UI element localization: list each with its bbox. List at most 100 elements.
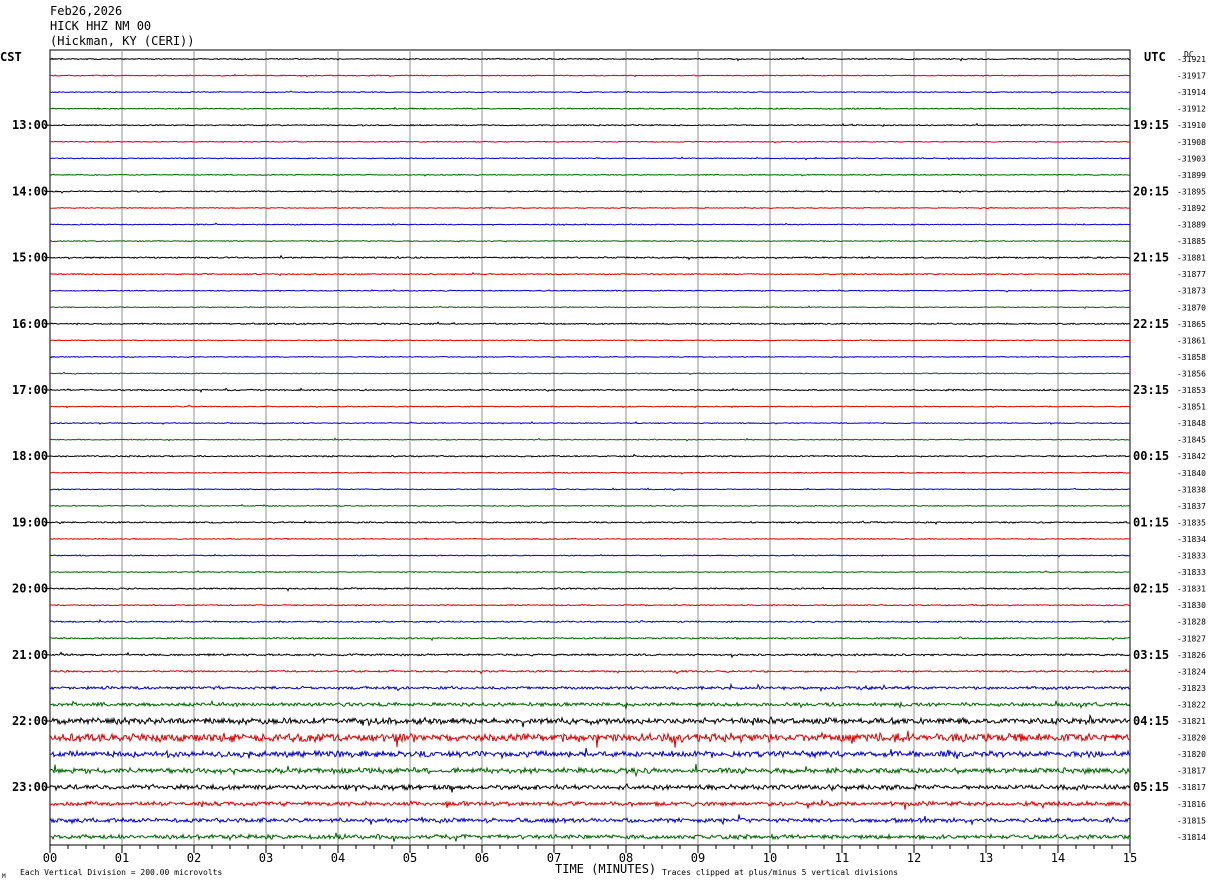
dc-offset-label-42: -31820 bbox=[1177, 750, 1206, 759]
dc-offset-label-34: -31828 bbox=[1177, 618, 1206, 627]
trace-line-21 bbox=[49, 404, 1131, 409]
trace-line-35 bbox=[49, 636, 1131, 642]
x-tick-label-05: 05 bbox=[403, 851, 417, 865]
trace-line-32 bbox=[49, 586, 1131, 592]
trace-line-38 bbox=[49, 682, 1131, 693]
right-hour-label-8: 03:15 bbox=[1133, 648, 1169, 662]
left-hour-label-10: 23:00 bbox=[12, 780, 48, 794]
trace-line-31 bbox=[49, 570, 1131, 574]
dc-offset-label-41: -31820 bbox=[1177, 734, 1206, 743]
dc-offset-label-31: -31833 bbox=[1177, 568, 1206, 577]
dc-offset-label-37: -31824 bbox=[1177, 667, 1206, 676]
trace-line-22 bbox=[49, 421, 1131, 425]
dc-offset-label-15: -31870 bbox=[1177, 303, 1206, 312]
trace-line-2 bbox=[49, 90, 1131, 94]
left-hour-label-9: 22:00 bbox=[12, 714, 48, 728]
location-label: (Hickman, KY (CERI)) bbox=[50, 34, 195, 48]
dc-offset-label-35: -31827 bbox=[1177, 634, 1206, 643]
right-hour-label-10: 05:15 bbox=[1133, 780, 1169, 794]
trace-line-29 bbox=[49, 537, 1131, 541]
dc-offset-label-29: -31834 bbox=[1177, 535, 1206, 544]
trace-line-0 bbox=[49, 56, 1131, 62]
trace-line-1 bbox=[49, 73, 1131, 78]
trace-line-14 bbox=[49, 288, 1131, 293]
left-hour-label-7: 20:00 bbox=[12, 582, 48, 596]
trace-line-28 bbox=[49, 520, 1131, 526]
dc-offset-label-44: -31817 bbox=[1177, 783, 1206, 792]
right-hour-label-3: 22:15 bbox=[1133, 317, 1169, 331]
trace-line-5 bbox=[49, 140, 1131, 144]
right-timezone-label: UTC bbox=[1144, 50, 1166, 64]
dc-offset-label-21: -31851 bbox=[1177, 403, 1206, 412]
dc-offset-label-23: -31845 bbox=[1177, 436, 1206, 445]
trace-line-36 bbox=[49, 651, 1131, 659]
dc-offset-label-12: -31881 bbox=[1177, 254, 1206, 263]
corner-mark: M bbox=[2, 873, 6, 880]
x-tick-label-01: 01 bbox=[115, 851, 129, 865]
trace-line-10 bbox=[49, 222, 1131, 227]
left-hour-label-4: 17:00 bbox=[12, 383, 48, 397]
x-tick-label-11: 11 bbox=[835, 851, 849, 865]
x-axis-title: TIME (MINUTES) bbox=[555, 862, 656, 876]
dc-offset-label-28: -31835 bbox=[1177, 518, 1206, 527]
dc-offset-label-26: -31838 bbox=[1177, 485, 1206, 494]
vertical-division-note: Each Vertical Division = 200.00 microvol… bbox=[20, 868, 222, 877]
trace-line-8 bbox=[49, 189, 1131, 194]
trace-line-23 bbox=[49, 437, 1131, 442]
dc-offset-label-17: -31861 bbox=[1177, 336, 1206, 345]
dc-offset-label-43: -31817 bbox=[1177, 767, 1206, 776]
left-hour-labels: 13:00 14:00 15:00 16:00 17:00 18:00 19:00 20:00… bbox=[12, 118, 50, 794]
trace-line-11 bbox=[49, 239, 1131, 243]
left-hour-label-0: 13:00 bbox=[12, 118, 48, 132]
dc-offset-label-24: -31842 bbox=[1177, 452, 1206, 461]
x-tick-label-02: 02 bbox=[187, 851, 201, 865]
trace-line-18 bbox=[49, 355, 1131, 359]
right-hour-label-5: 00:15 bbox=[1133, 449, 1169, 463]
trace-line-7 bbox=[49, 173, 1131, 177]
trace-line-4 bbox=[49, 122, 1131, 128]
dc-offset-label-27: -31837 bbox=[1177, 502, 1206, 511]
trace-line-6 bbox=[49, 156, 1130, 161]
dc-offset-label-40: -31821 bbox=[1177, 717, 1206, 726]
dc-label: DC bbox=[1184, 50, 1194, 59]
left-hour-label-5: 18:00 bbox=[12, 449, 48, 463]
minute-grid bbox=[121, 50, 1059, 845]
dc-offset-label-46: -31815 bbox=[1177, 816, 1206, 825]
x-tick-label-00: 00 bbox=[43, 851, 57, 865]
dc-offset-label-36: -31826 bbox=[1177, 651, 1206, 660]
x-tick-label-14: 14 bbox=[1051, 851, 1065, 865]
left-hour-label-3: 16:00 bbox=[12, 317, 48, 331]
dc-offset-label-14: -31873 bbox=[1177, 287, 1206, 296]
dc-offset-label-8: -31895 bbox=[1177, 187, 1206, 196]
dc-offset-labels: -31921 -31917 -31914 -31912 -31910 -31908 -319… bbox=[1177, 55, 1206, 842]
right-hour-label-2: 21:15 bbox=[1133, 251, 1169, 265]
trace-line-39 bbox=[49, 699, 1131, 710]
trace-line-43 bbox=[49, 763, 1131, 778]
left-hour-label-6: 19:00 bbox=[12, 515, 48, 529]
x-tick-label-12: 12 bbox=[907, 851, 921, 865]
trace-line-17 bbox=[49, 339, 1131, 342]
trace-line-33 bbox=[49, 603, 1131, 607]
dc-offset-label-25: -31840 bbox=[1177, 469, 1206, 478]
dc-offset-label-13: -31877 bbox=[1177, 270, 1206, 279]
trace-line-34 bbox=[49, 618, 1131, 624]
right-hour-label-6: 01:15 bbox=[1133, 515, 1169, 529]
trace-line-41 bbox=[49, 730, 1131, 748]
trace-line-25 bbox=[49, 471, 1131, 475]
x-tick-label-06: 06 bbox=[475, 851, 489, 865]
x-tick-label-10: 10 bbox=[763, 851, 777, 865]
right-hour-label-0: 19:15 bbox=[1133, 118, 1169, 132]
right-hour-labels: 19:15 20:15 21:15 22:15 23:15 00:15 01:15 02:15… bbox=[1133, 118, 1169, 794]
right-hour-label-4: 23:15 bbox=[1133, 383, 1169, 397]
dc-offset-label-10: -31889 bbox=[1177, 221, 1206, 230]
x-axis: 00 01 02 03 04 05 06 07 08 09 10 11 12 13 14 15 bbox=[43, 845, 1137, 865]
right-hour-label-1: 20:15 bbox=[1133, 184, 1169, 198]
dc-offset-label-45: -31816 bbox=[1177, 800, 1206, 809]
dc-offset-label-39: -31822 bbox=[1177, 700, 1206, 709]
right-hour-label-9: 04:15 bbox=[1133, 714, 1169, 728]
dc-offset-label-6: -31903 bbox=[1177, 154, 1206, 163]
trace-line-15 bbox=[49, 305, 1131, 309]
x-tick-label-07: 07 bbox=[547, 851, 561, 865]
trace-line-30 bbox=[49, 553, 1131, 558]
dc-offset-label-33: -31830 bbox=[1177, 601, 1206, 610]
